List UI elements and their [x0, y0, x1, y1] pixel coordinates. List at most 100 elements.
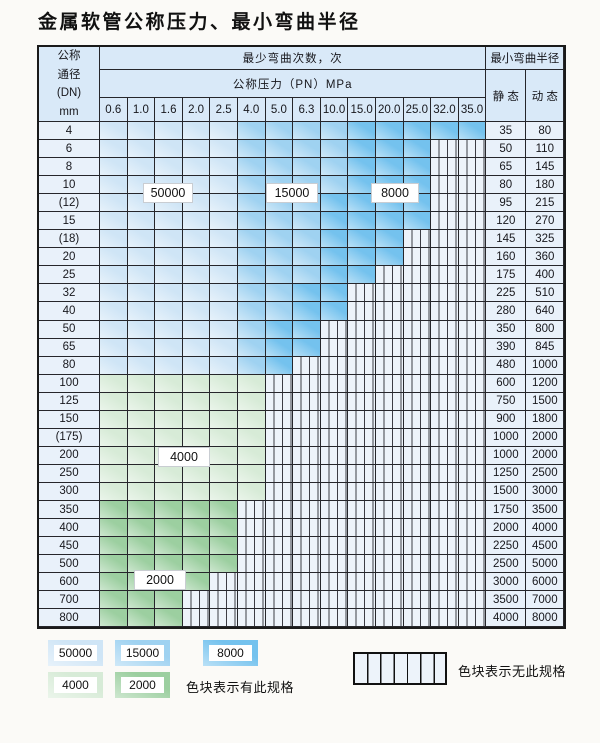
spec-cell [100, 537, 128, 556]
no-spec-cell [375, 338, 404, 357]
spec-cell [293, 320, 321, 339]
no-spec-cell [348, 464, 376, 483]
spec-cell [100, 500, 128, 520]
static-radius-cell: 900 [486, 410, 527, 429]
dn-cell: 32 [39, 284, 100, 303]
no-spec-cell [431, 158, 459, 177]
no-spec-cell [320, 573, 349, 592]
spec-cell [237, 176, 266, 195]
no-spec-cell [431, 212, 459, 231]
no-spec-cell [293, 446, 321, 465]
spec-cell [375, 230, 404, 249]
static-radius-cell: 225 [486, 284, 527, 303]
dn-header-line: 通径 [57, 68, 81, 81]
spec-cell [237, 158, 266, 177]
spec-cell [210, 284, 238, 303]
static-radius-cell: 3500 [486, 591, 527, 610]
no-spec-cell [375, 537, 404, 556]
no-spec-cell [237, 573, 266, 592]
no-spec-cell [320, 555, 349, 574]
static-radius-cell: 145 [486, 230, 527, 249]
no-spec-cell [320, 428, 349, 447]
dynamic-radius-cell: 145 [526, 158, 565, 177]
spec-cell [127, 338, 156, 357]
legend-swatch-8000: 8000 [203, 640, 258, 666]
no-spec-cell [458, 302, 487, 321]
spec-cell [182, 500, 211, 520]
no-spec-cell [458, 320, 487, 339]
no-spec-cell [320, 374, 349, 393]
spec-cell [100, 140, 128, 159]
legend-swatch-label: 50000 [54, 645, 97, 661]
spec-cell [348, 176, 376, 195]
no-spec-cell [431, 320, 459, 339]
no-spec-cell [431, 482, 459, 501]
spec-cell [100, 392, 128, 411]
static-radius-cell: 175 [486, 266, 527, 285]
no-spec-cell [265, 392, 294, 411]
no-spec-cell [320, 609, 349, 628]
legend-swatch-label: 15000 [121, 645, 164, 661]
spec-cell [265, 140, 294, 159]
dn-header-line: mm [59, 105, 79, 118]
static-radius-cell: 2250 [486, 537, 527, 556]
no-spec-cell [293, 356, 321, 375]
spec-cell [210, 338, 238, 357]
no-spec-cell [348, 446, 376, 465]
no-spec-cell [182, 609, 211, 628]
dn-cell: 400 [39, 519, 100, 538]
static-radius-cell: 350 [486, 320, 527, 339]
spec-cell [320, 194, 349, 213]
spec-cell [210, 194, 238, 213]
legend-swatch-label: 2000 [121, 677, 164, 693]
no-spec-cell [348, 537, 376, 556]
dn-cell: 125 [39, 392, 100, 411]
static-radius-cell: 480 [486, 356, 527, 375]
spec-cell [182, 284, 211, 303]
no-spec-cell [293, 428, 321, 447]
spec-cell [237, 482, 266, 501]
static-radius-cell: 50 [486, 140, 527, 159]
static-radius-cell: 1000 [486, 428, 527, 447]
spec-cell [210, 158, 238, 177]
no-spec-cell [403, 591, 432, 610]
spec-cell [100, 374, 128, 393]
no-spec-cell [320, 500, 349, 520]
pressure-header-cell: 25.0 [403, 98, 432, 122]
no-spec-cell [458, 591, 487, 610]
spec-cell [320, 176, 349, 195]
spec-cell [293, 248, 321, 267]
no-spec-cell [265, 428, 294, 447]
spec-cell [155, 356, 183, 375]
dynamic-radius-cell: 3000 [526, 482, 565, 501]
spec-cell [100, 212, 128, 231]
spec-cell [320, 122, 349, 141]
no-spec-cell [431, 230, 459, 249]
no-spec-cell [458, 140, 487, 159]
spec-cell [127, 248, 156, 267]
spec-cell [155, 122, 183, 141]
spec-cell [182, 410, 211, 429]
spec-cell [237, 302, 266, 321]
no-spec-cell [431, 194, 459, 213]
spec-cell [155, 392, 183, 411]
dn-cell: (175) [39, 428, 100, 447]
spec-cell [210, 374, 238, 393]
no-spec-cell [431, 374, 459, 393]
spec-cell [155, 519, 183, 538]
spec-cell [127, 212, 156, 231]
spec-cell [127, 609, 156, 628]
cycles-label-8000: 8000 [371, 183, 419, 203]
dn-header-line: (DN) [56, 87, 82, 99]
static-radius-cell: 280 [486, 302, 527, 321]
spec-cell [155, 555, 183, 574]
no-spec-cell [320, 320, 349, 339]
no-spec-cell [403, 500, 432, 520]
spec-cell [237, 194, 266, 213]
dynamic-radius-cell: 1500 [526, 392, 565, 411]
dn-cell: 100 [39, 374, 100, 393]
dynamic-radius-cell: 4500 [526, 537, 565, 556]
no-spec-cell [375, 500, 404, 520]
spec-cell [155, 500, 183, 520]
spec-cell [320, 140, 349, 159]
